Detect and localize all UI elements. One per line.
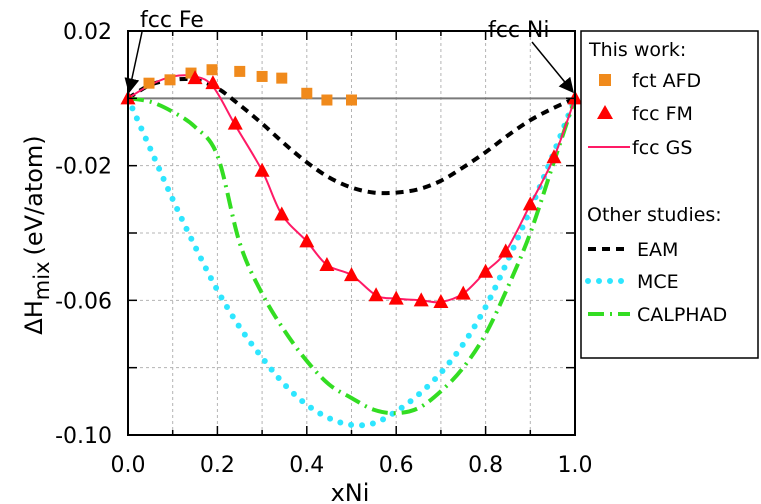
- annotation-fcc-ni-arrow: [531, 41, 574, 94]
- marker-fcc-fm: [522, 196, 538, 211]
- legend-sample-fcc-fm: [597, 105, 613, 119]
- y-axis-label: ΔHmix (eV/atom): [20, 135, 54, 334]
- marker-fcc-fm: [227, 115, 243, 130]
- marker-fct-afd: [346, 94, 357, 106]
- legend-group2-title: Other studies:: [587, 204, 722, 226]
- marker-fcc-fm: [546, 149, 562, 164]
- annotation-fcc-ni: fcc Ni: [488, 18, 574, 94]
- legend-entries: fct AFD fcc FM fcc GS EAM MCE CALPHAD: [585, 70, 727, 326]
- marker-fcc-fm: [299, 233, 315, 248]
- legend-label: EAM: [637, 239, 678, 261]
- marker-fcc-fm: [498, 243, 514, 258]
- legend-label: CALPHAD: [637, 304, 727, 326]
- marker-fct-afd: [143, 77, 155, 89]
- grid-lines: [128, 31, 575, 435]
- series-mce: [128, 95, 575, 429]
- annotation-fcc-ni-label: fcc Ni: [488, 18, 550, 43]
- series-calphad: [128, 96, 575, 416]
- x-tick-label: 0.2: [200, 453, 235, 478]
- series-eam: [128, 76, 575, 196]
- y-axis-label-main: ΔH: [20, 300, 48, 334]
- annotation-fcc-fe-arrow: [124, 31, 143, 94]
- legend-sample-fct-afd: [599, 74, 611, 86]
- legend: This work: fct AFD fcc FM fcc GS EAM MCE CALP…: [580, 30, 759, 359]
- y-tick-label: -0.06: [55, 289, 112, 314]
- marker-fcc-fm: [478, 263, 494, 278]
- x-tick-label: 0.6: [379, 453, 414, 478]
- marker-fcc-fm: [254, 162, 270, 177]
- legend-group1-title: This work:: [588, 39, 686, 61]
- marker-fcc-fm: [187, 70, 203, 85]
- legend-label: MCE: [637, 271, 679, 293]
- y-tick-label: -0.02: [55, 155, 112, 180]
- axis-tick-labels: 0.0 0.2 0.4 0.6 0.8 1.0 0.02 -0.02 -0.06 -0.10: [55, 20, 592, 478]
- marker-fcc-fm: [368, 287, 384, 302]
- marker-fct-afd: [164, 74, 176, 86]
- y-tick-label: -0.10: [55, 424, 112, 449]
- marker-fcc-fm: [274, 206, 290, 221]
- y-axis-label-subscript: mix: [30, 262, 54, 301]
- x-tick-label: 0.8: [468, 453, 503, 478]
- y-axis-label-unit: (eV/atom): [20, 135, 48, 255]
- marker-fcc-fm: [433, 294, 449, 309]
- marker-fcc-fm: [344, 267, 359, 282]
- marker-fct-afd: [276, 72, 288, 84]
- marker-layer: [120, 64, 583, 309]
- legend-label: fct AFD: [632, 70, 701, 92]
- marker-fcc-fm: [205, 75, 221, 90]
- x-tick-label: 1.0: [558, 453, 593, 478]
- axis-ticks: [127, 30, 576, 436]
- marker-fct-afd: [185, 67, 197, 79]
- marker-fcc-fm: [413, 292, 429, 307]
- marker-fcc-fm: [388, 290, 404, 305]
- x-tick-label: 0.0: [111, 453, 146, 478]
- legend-label: fcc FM: [632, 103, 693, 125]
- marker-fct-afd: [321, 94, 333, 106]
- marker-fcc-fm: [319, 256, 335, 271]
- annotation-fcc-fe-label: fcc Fe: [140, 8, 204, 33]
- legend-label: fcc GS: [632, 137, 692, 159]
- marker-fct-afd: [301, 87, 313, 99]
- marker-fct-afd: [256, 70, 268, 82]
- marker-fct-afd: [234, 65, 246, 77]
- marker-fcc-fm: [455, 285, 471, 300]
- x-axis-label: xNi: [331, 479, 370, 504]
- marker-fct-afd: [206, 64, 218, 76]
- x-tick-label: 0.4: [289, 453, 324, 478]
- y-tick-label: 0.02: [63, 20, 112, 45]
- annotation-fcc-fe: fcc Fe: [124, 8, 204, 94]
